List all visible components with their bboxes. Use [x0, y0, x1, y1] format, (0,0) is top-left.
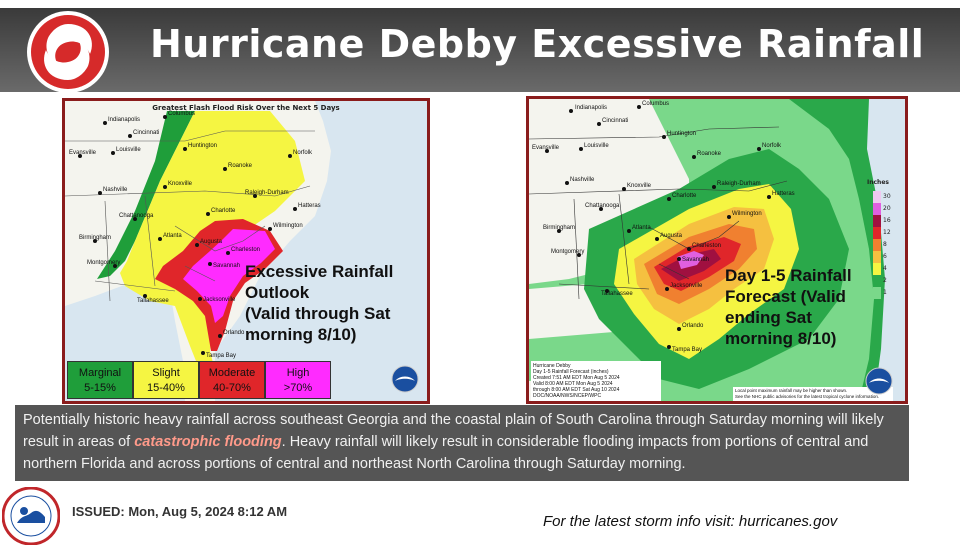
city-label: Tallahassee: [601, 291, 633, 297]
hurricane-logo-icon: [27, 11, 109, 93]
city-label: Raleigh-Durham: [717, 181, 761, 187]
hazard-description: Potentially historic heavy rainfall acro…: [15, 405, 909, 481]
city-label: Knoxville: [627, 183, 652, 189]
callout-line: Excessive Rainfall: [245, 262, 394, 281]
city-label: Roanoke: [697, 151, 722, 157]
outlook-map-title: Greatest Flash Flood Risk Over the Next …: [152, 104, 340, 112]
scale-segment: 30: [873, 191, 891, 203]
city-label: Cincinnati: [133, 130, 159, 136]
city-label: Raleigh-Durham: [245, 190, 289, 196]
outlook-callout: Excessive Rainfall Outlook (Valid throug…: [245, 261, 393, 345]
scale-segment: 1: [873, 287, 887, 299]
city-label: Knoxville: [168, 181, 193, 187]
forecast-callout: Day 1-5 Rainfall Forecast (Valid ending …: [725, 265, 852, 349]
city-label: Hatteras: [772, 191, 795, 197]
nws-logo-icon: [2, 487, 60, 545]
legend-moderate: Moderate 40-70%: [199, 361, 265, 399]
callout-line: morning 8/10): [245, 325, 357, 344]
callout-line: (Valid through Sat: [245, 304, 391, 323]
city-label: Tampa Bay: [206, 353, 236, 359]
callout-line: Day 1-5 Rainfall: [725, 266, 852, 285]
city-label: Huntington: [188, 143, 217, 149]
legend-slight: Slight 15-40%: [133, 361, 199, 399]
page-title: Hurricane Debby Excessive Rainfall: [150, 22, 925, 66]
city-label: Tampa Bay: [672, 347, 702, 353]
scale-segment: 4: [873, 263, 887, 275]
legend-high: High >70%: [265, 361, 331, 399]
city-label: Charleston: [231, 247, 260, 253]
city-label: Atlanta: [632, 225, 651, 231]
city-label: Jacksonville: [203, 297, 236, 303]
noaa-logo-icon: [865, 367, 893, 395]
description-text: Potentially historic heavy rainfall acro…: [23, 412, 884, 450]
city-label: Columbus: [642, 101, 669, 107]
city-label: Savannah: [682, 257, 709, 263]
city-label: Indianapolis: [108, 117, 140, 123]
city-label: Montgomery: [551, 249, 584, 255]
city-label: Augusta: [200, 239, 223, 245]
city-label: Charlotte: [211, 208, 236, 214]
scale-segment: 2: [873, 275, 887, 287]
city-label: Wilmington: [273, 223, 303, 229]
excessive-rainfall-outlook-map: Indianapolis Columbus Cincinnati Hunting…: [62, 98, 430, 404]
city-label: Louisville: [116, 147, 141, 153]
city-label: Montgomery: [87, 260, 120, 266]
noaa-logo-icon: [391, 365, 419, 393]
scale-segment: 12: [873, 227, 891, 239]
scale-segment: 6: [873, 251, 887, 263]
scale-segment: 16: [873, 215, 891, 227]
callout-line: Forecast (Valid: [725, 287, 846, 306]
city-label: Orlando: [223, 330, 245, 336]
city-label: Cincinnati: [602, 118, 628, 124]
city-label: Atlanta: [163, 233, 182, 239]
scale-label: Inches: [867, 179, 889, 186]
risk-legend: Marginal 5-15% Slight 15-40% Moderate 40…: [67, 361, 331, 399]
header-bar: [0, 8, 960, 92]
issued-timestamp: ISSUED: Mon, Aug 5, 2024 8:12 AM: [72, 504, 288, 519]
rainfall-forecast-map: Indianapolis Columbus Cincinnati Hunting…: [526, 96, 908, 404]
city-label: Evansville: [69, 150, 97, 156]
city-label: Charlotte: [672, 193, 697, 199]
forecast-map-graphic: Indianapolis Columbus Cincinnati Hunting…: [529, 99, 905, 401]
city-label: Augusta: [660, 233, 683, 239]
city-label: Indianapolis: [575, 105, 607, 111]
city-label: Louisville: [584, 143, 609, 149]
forecast-footer: Hurricane Debby Day 1-5 Rainfall Forecas…: [533, 363, 620, 399]
city-label: Nashville: [570, 177, 595, 183]
city-label: Huntington: [667, 131, 696, 137]
description-text: . Heavy rainfall will likely result in c…: [23, 434, 869, 472]
legend-marginal: Marginal 5-15%: [67, 361, 133, 399]
city-label: Evansville: [532, 145, 560, 151]
city-label: Orlando: [682, 323, 704, 329]
city-label: Roanoke: [228, 163, 253, 169]
rainfall-scale: Inches 30 20 16 12 8 6 4 2 1: [867, 179, 895, 299]
city-label: Jacksonville: [670, 283, 703, 289]
city-label: Norfolk: [762, 143, 782, 149]
city-label: Norfolk: [293, 150, 313, 156]
city-label: Nashville: [103, 187, 128, 193]
city-label: Birmingham: [79, 235, 111, 241]
description-highlight: catastrophic flooding: [134, 434, 282, 450]
city-label: Tallahassee: [137, 298, 169, 304]
city-label: Birmingham: [543, 225, 575, 231]
city-label: Columbus: [168, 111, 195, 117]
callout-line: morning 8/10): [725, 329, 837, 348]
city-label: Chattanooga: [585, 203, 620, 209]
city-label: Wilmington: [732, 211, 762, 217]
city-label: Hatteras: [298, 203, 321, 209]
hurricanes-gov-link[interactable]: For the latest storm info visit: hurrica…: [543, 513, 838, 530]
callout-line: Outlook: [245, 283, 310, 302]
city-label: Savannah: [213, 263, 240, 269]
city-label: Chattanooga: [119, 213, 154, 219]
city-label: Charleston: [692, 243, 721, 249]
callout-line: ending Sat: [725, 308, 812, 327]
outlook-map-graphic: Indianapolis Columbus Cincinnati Hunting…: [65, 101, 427, 401]
forecast-note: Local point maximum rainfall may be high…: [735, 388, 880, 399]
scale-segment: 8: [873, 239, 887, 251]
scale-segment: 20: [873, 203, 891, 215]
